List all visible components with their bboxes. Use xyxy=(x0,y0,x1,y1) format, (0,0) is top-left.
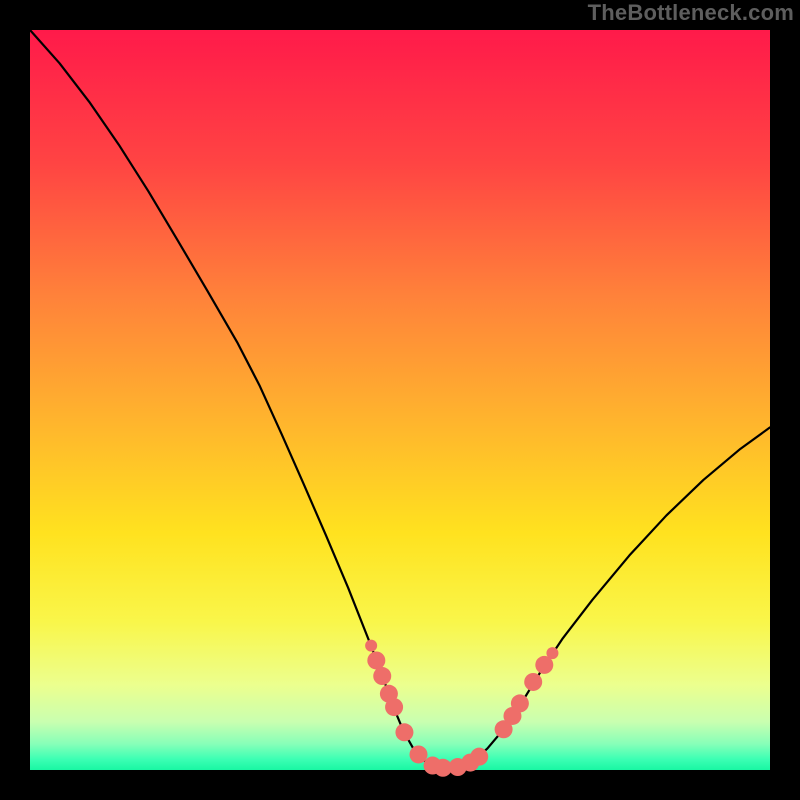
curve-marker xyxy=(395,723,413,741)
attribution-label: TheBottleneck.com xyxy=(588,0,794,26)
curve-marker xyxy=(470,748,488,766)
curve-marker xyxy=(373,667,391,685)
curve-marker xyxy=(385,698,403,716)
curve-marker xyxy=(511,694,529,712)
bottleneck-curve-chart xyxy=(0,0,800,800)
curve-marker xyxy=(410,745,428,763)
curve-marker xyxy=(524,673,542,691)
curve-marker xyxy=(365,640,377,652)
chart-container: TheBottleneck.com xyxy=(0,0,800,800)
curve-marker xyxy=(546,647,558,659)
curve-marker xyxy=(367,651,385,669)
chart-plot-area xyxy=(30,30,770,770)
